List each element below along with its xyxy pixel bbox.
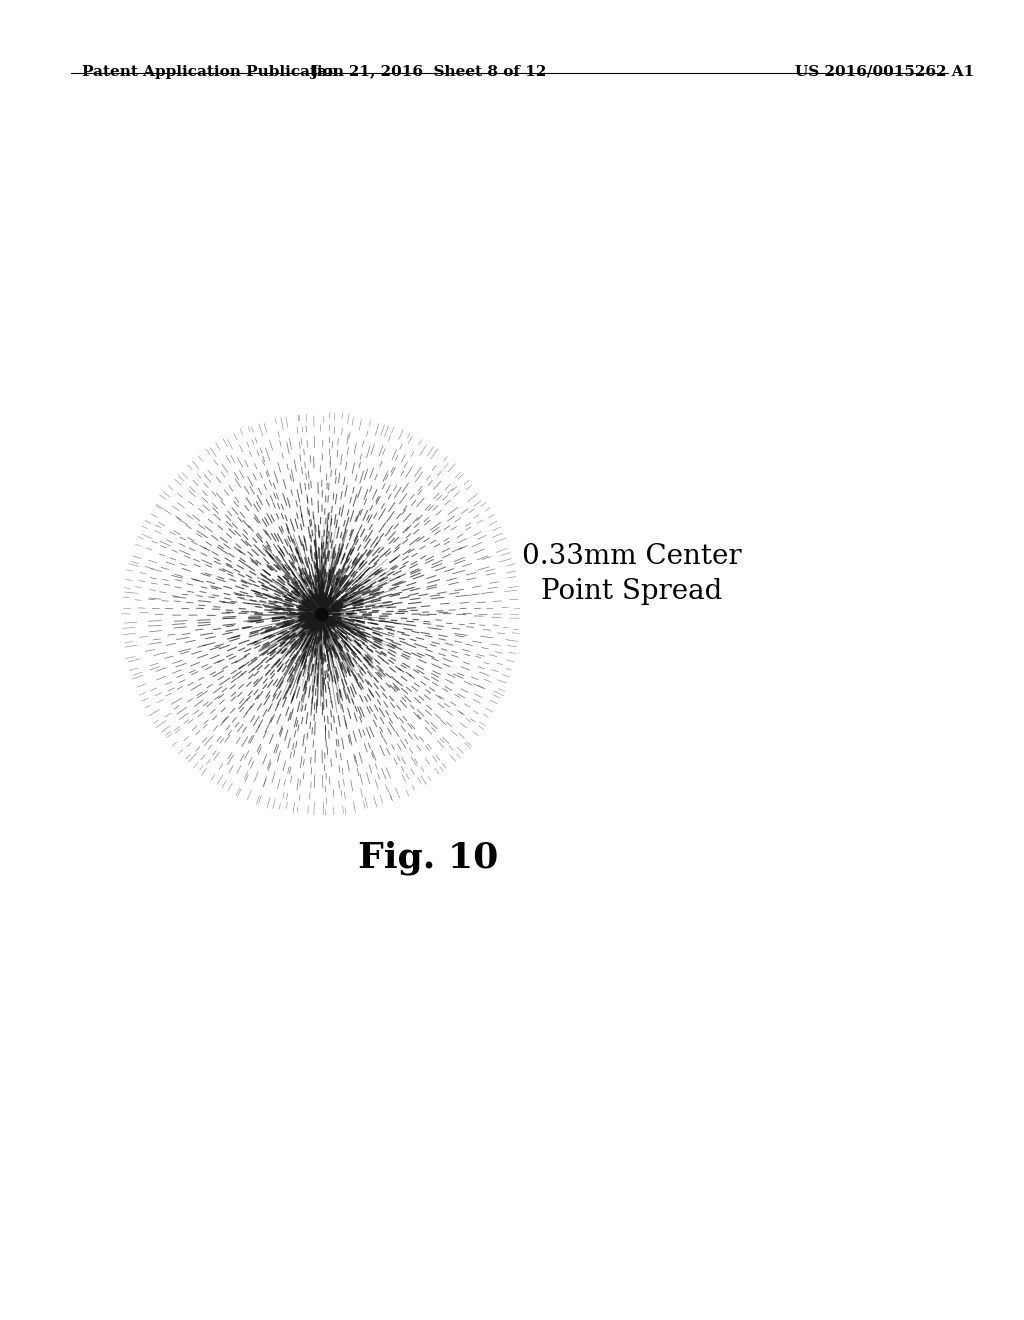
Text: Jan. 21, 2016  Sheet 8 of 12: Jan. 21, 2016 Sheet 8 of 12	[310, 65, 547, 79]
Text: Patent Application Publication: Patent Application Publication	[82, 65, 343, 79]
Point	[313, 603, 330, 624]
Text: Fig. 10: Fig. 10	[358, 841, 499, 875]
Text: 0.33mm Center
Point Spread: 0.33mm Center Point Spread	[522, 543, 741, 606]
Text: US 2016/0015262 A1: US 2016/0015262 A1	[795, 65, 975, 79]
